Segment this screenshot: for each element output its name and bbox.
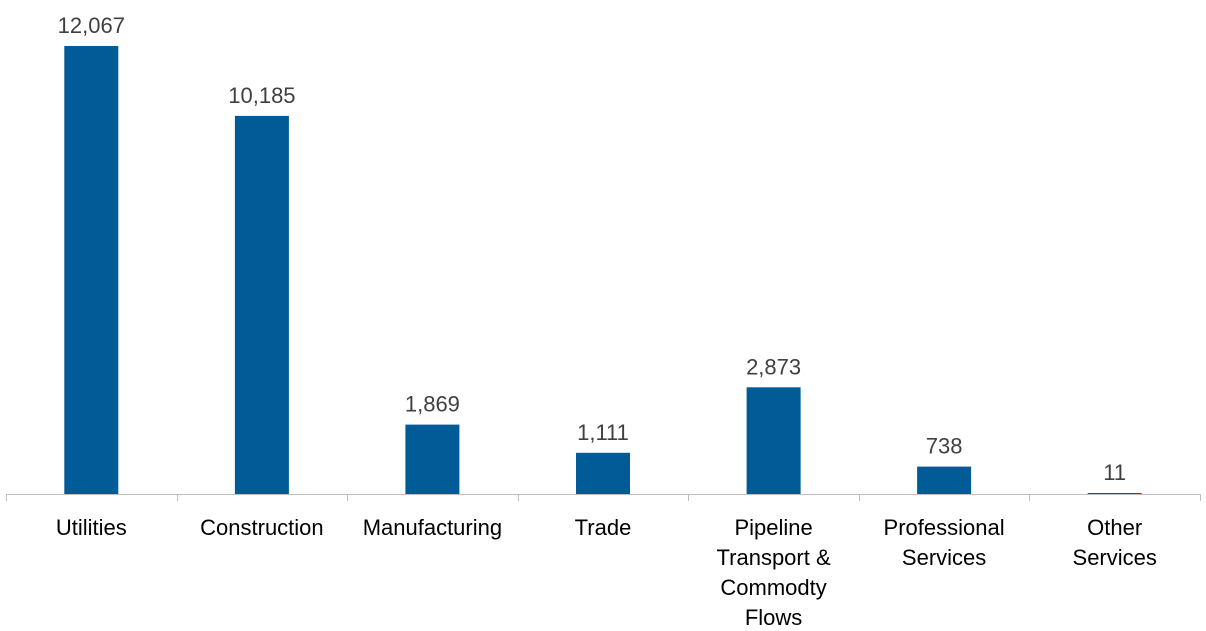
bar [746,387,801,494]
x-axis-ticks [6,494,1201,501]
category-label-line: Transport & [717,545,831,570]
data-label: 11 [1103,460,1126,485]
bar [1087,493,1142,494]
category-label-line: Other [1087,515,1142,540]
bar [576,452,630,494]
bar [405,424,460,494]
category-label: Construction [200,515,324,540]
data-label: 10,185 [228,83,295,108]
category-label-line: Construction [200,515,324,540]
category-label-line: Professional [884,515,1005,540]
value-labels-group: 12,067 10,185 1,869 1,111 2,873 738 11 [58,13,1126,485]
category-label-line: Services [902,545,986,570]
category-label: Other Services [1073,515,1157,570]
bar [917,466,972,494]
category-label: Professional Services [884,515,1005,570]
data-label: 738 [926,434,963,459]
category-label-line: Manufacturing [363,515,502,540]
category-label: Utilities [56,515,127,540]
category-label-line: Services [1073,545,1157,570]
category-label-line: Trade [575,515,632,540]
data-label: 1,111 [577,420,629,445]
category-label: Manufacturing [363,515,502,540]
bar [64,46,119,494]
category-label: Pipeline Transport & Commodty Flows [717,515,831,630]
data-label: 12,067 [58,13,125,38]
category-label-line: Commodty [720,575,826,600]
category-labels-group: Utilities Construction Manufacturing Trade P… [56,515,1157,630]
category-label: Trade [575,515,632,540]
data-label: 2,873 [746,354,801,379]
category-label-line: Flows [745,605,802,630]
bars-group [64,46,1142,495]
category-label-line: Pipeline [734,515,812,540]
data-label: 1,869 [405,392,460,417]
bar [234,115,289,495]
category-label-line: Utilities [56,515,127,540]
